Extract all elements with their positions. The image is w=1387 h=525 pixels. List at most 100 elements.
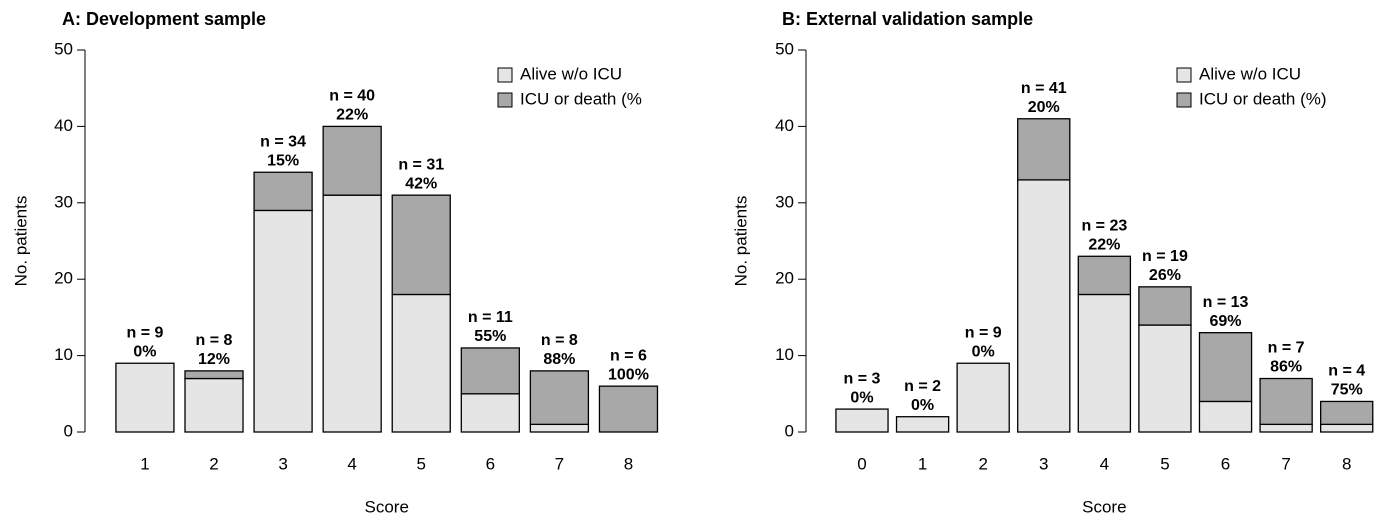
count-label: n = 7 bbox=[1268, 340, 1305, 357]
y-tick-label: 30 bbox=[54, 192, 73, 211]
percent-label: 26% bbox=[1149, 267, 1181, 284]
bar-segment bbox=[895, 416, 950, 433]
percent-label: 75% bbox=[1331, 382, 1363, 399]
count-label: n = 3 bbox=[844, 370, 881, 387]
count-label: n = 40 bbox=[329, 88, 375, 105]
percent-label: 55% bbox=[474, 328, 506, 345]
percent-label: 0% bbox=[911, 397, 934, 414]
bar-segment bbox=[1198, 400, 1253, 433]
y-tick-label: 10 bbox=[54, 345, 73, 364]
count-label: n = 4 bbox=[1328, 363, 1365, 380]
x-tick-label: 7 bbox=[555, 454, 564, 473]
y-tick-label: 50 bbox=[775, 39, 794, 58]
percent-label: 42% bbox=[405, 175, 437, 192]
y-tick-label: 20 bbox=[54, 269, 73, 288]
count-label: n = 19 bbox=[1142, 248, 1188, 265]
y-tick-label: 10 bbox=[775, 345, 794, 364]
x-axis-label: Score bbox=[364, 497, 408, 516]
y-tick-label: 20 bbox=[775, 269, 794, 288]
percent-label: 22% bbox=[1088, 236, 1120, 253]
bar-segment bbox=[1017, 118, 1071, 181]
y-axis-label: No. patients bbox=[731, 196, 750, 287]
percent-label: 22% bbox=[336, 107, 368, 124]
percent-label: 0% bbox=[133, 343, 156, 360]
legend-label: ICU or death (% bbox=[520, 89, 642, 108]
bar-segment bbox=[529, 423, 590, 433]
bar-segment bbox=[460, 347, 520, 395]
bar-segment bbox=[1198, 332, 1253, 403]
x-tick-label: 3 bbox=[278, 454, 287, 473]
x-tick-label: 6 bbox=[1221, 454, 1230, 473]
x-tick-label: 7 bbox=[1281, 454, 1290, 473]
y-axis-label: No. patients bbox=[11, 196, 30, 287]
y-tick-label: 40 bbox=[54, 116, 73, 135]
percent-label: 86% bbox=[1270, 359, 1302, 376]
bar-segment bbox=[1077, 293, 1132, 433]
count-label: n = 11 bbox=[468, 309, 513, 326]
x-tick-label: 5 bbox=[417, 454, 426, 473]
bar-segment bbox=[322, 194, 382, 433]
legend-swatch bbox=[1176, 67, 1192, 83]
legend-label: ICU or death (%) bbox=[1199, 89, 1327, 108]
bar-segment bbox=[253, 209, 313, 433]
percent-label: 88% bbox=[543, 351, 575, 368]
bar-segment bbox=[598, 385, 659, 433]
bar-segment bbox=[322, 125, 382, 196]
legend-swatch bbox=[497, 92, 513, 108]
count-label: n = 34 bbox=[260, 133, 306, 150]
percent-label: 15% bbox=[267, 152, 299, 169]
bar-segment bbox=[1017, 179, 1071, 433]
count-label: n = 9 bbox=[126, 324, 163, 341]
x-tick-label: 8 bbox=[624, 454, 633, 473]
count-label: n = 6 bbox=[610, 347, 647, 364]
percent-label: 0% bbox=[850, 389, 873, 406]
count-label: n = 9 bbox=[965, 324, 1002, 341]
count-label: n = 31 bbox=[398, 156, 444, 173]
legend-swatch bbox=[1176, 92, 1192, 108]
x-tick-label: 2 bbox=[209, 454, 218, 473]
bar-segment bbox=[1138, 324, 1192, 433]
bar-segment bbox=[391, 194, 451, 296]
bar-segment bbox=[835, 408, 889, 433]
legend-label: Alive w/o ICU bbox=[1199, 64, 1301, 83]
bar-segment bbox=[529, 370, 590, 426]
count-label: n = 23 bbox=[1081, 217, 1127, 234]
x-tick-label: 0 bbox=[857, 454, 866, 473]
legend-swatch bbox=[497, 67, 513, 83]
count-label: n = 8 bbox=[541, 332, 578, 349]
percent-label: 100% bbox=[608, 366, 649, 383]
bar-segment bbox=[1259, 377, 1313, 426]
x-tick-label: 3 bbox=[1039, 454, 1048, 473]
x-tick-label: 4 bbox=[1100, 454, 1109, 473]
x-tick-label: 1 bbox=[918, 454, 927, 473]
chart-title: B: External validation sample bbox=[782, 9, 1033, 29]
x-tick-label: 6 bbox=[486, 454, 495, 473]
bar-segment bbox=[184, 370, 244, 380]
y-tick-label: 30 bbox=[775, 192, 794, 211]
bar-segment bbox=[460, 393, 520, 433]
bar-segment bbox=[184, 377, 244, 433]
percent-label: 0% bbox=[972, 343, 995, 360]
x-tick-label: 8 bbox=[1342, 454, 1351, 473]
x-tick-label: 1 bbox=[140, 454, 149, 473]
bar-segment bbox=[956, 362, 1010, 433]
legend-label: Alive w/o ICU bbox=[520, 64, 622, 83]
bar-segment bbox=[1320, 423, 1374, 433]
y-tick-label: 0 bbox=[785, 421, 794, 440]
bar-segment bbox=[115, 362, 175, 433]
chart-title: A: Development sample bbox=[62, 9, 266, 29]
x-tick-label: 2 bbox=[978, 454, 987, 473]
percent-label: 12% bbox=[198, 351, 230, 368]
bar-segment bbox=[1077, 255, 1132, 296]
bar-segment bbox=[1259, 423, 1313, 433]
bar-segment bbox=[391, 293, 451, 433]
bar-segment bbox=[1320, 400, 1374, 426]
count-label: n = 41 bbox=[1021, 80, 1067, 97]
bar-segment bbox=[253, 171, 313, 212]
count-label: n = 13 bbox=[1203, 294, 1249, 311]
y-tick-label: 40 bbox=[775, 116, 794, 135]
percent-label: 69% bbox=[1210, 313, 1242, 330]
percent-label: 20% bbox=[1028, 99, 1060, 116]
x-tick-label: 5 bbox=[1160, 454, 1169, 473]
